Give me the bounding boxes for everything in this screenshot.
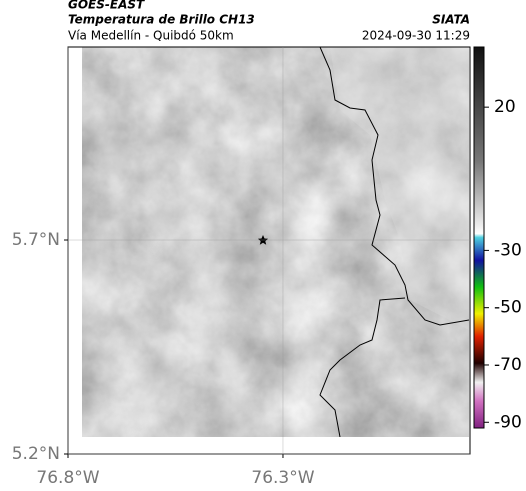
x-tick-label: 76.3°W: [251, 468, 314, 488]
product: Temperatura de Brillo CH13: [68, 13, 255, 27]
datetime: 2024-09-30 11:29: [362, 29, 470, 43]
colorbar-tick-label: -70: [494, 355, 522, 375]
colorbar-tick-label: -50: [494, 298, 522, 318]
y-tick-label: 5.2°N: [12, 444, 60, 464]
source: SIATA: [432, 13, 470, 27]
y-tick-label: 5.7°N: [12, 230, 60, 250]
colorbar-tick-label: -30: [494, 240, 522, 260]
x-tick-label: 76.8°W: [36, 468, 99, 488]
colorbar-tick-label: 20: [494, 97, 516, 117]
boundaries: [319, 47, 469, 437]
satellite: GOES-EAST: [68, 0, 145, 12]
colorbar-tick-label: -90: [494, 412, 522, 432]
brightness-field: [82, 47, 469, 437]
region: Vía Medellín - Quibdó 50km: [68, 29, 234, 43]
colorbar: [473, 46, 485, 429]
satellite-image: [82, 47, 469, 437]
bright-clouds: [330, 47, 469, 330]
